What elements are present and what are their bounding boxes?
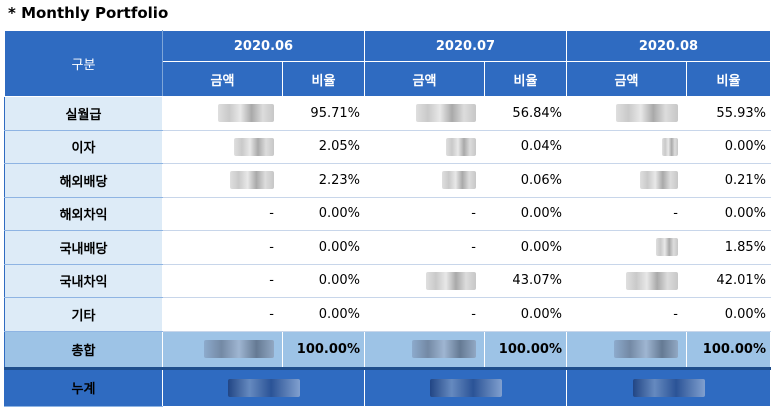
ratio-cell: 0.21% <box>686 163 771 198</box>
amount-cell: - <box>162 230 283 265</box>
total-label: 총합 <box>4 330 163 369</box>
amount-cell: - <box>364 230 485 265</box>
total-amount-cell <box>162 330 283 369</box>
blurred-amount <box>640 171 678 190</box>
blurred-amount <box>429 378 502 397</box>
amount-cell: - <box>162 196 283 231</box>
ratio-cell: 0.00% <box>282 297 365 332</box>
row-label: 실월급 <box>4 96 163 131</box>
blurred-amount <box>442 171 476 190</box>
table-row: 국내배당 - 0.00% - 0.00% 1.85% <box>4 230 771 265</box>
amount-header: 금액 <box>162 61 283 97</box>
blurred-amount <box>227 378 300 397</box>
amount-cell <box>364 163 485 198</box>
cumulative-amount-cell <box>162 366 365 407</box>
ratio-cell: 0.00% <box>282 230 365 265</box>
blurred-amount <box>614 340 678 358</box>
amount-cell: - <box>162 263 283 298</box>
ratio-cell: 0.00% <box>282 196 365 231</box>
blurred-amount <box>446 137 476 156</box>
amount-cell <box>566 129 687 164</box>
amount-header: 금액 <box>364 61 485 97</box>
blurred-amount <box>218 104 274 123</box>
blurred-amount <box>426 271 476 290</box>
cumulative-row: 누계 <box>4 366 771 407</box>
table-row: 이자 2.05% 0.04% 0.00% <box>4 129 771 164</box>
table-row: 해외배당 2.23% 0.06% 0.21% <box>4 163 771 198</box>
amount-cell: - <box>364 196 485 231</box>
month-header-1: 2020.06 <box>162 30 365 62</box>
category-header: 구분 <box>4 30 163 97</box>
portfolio-table: 구분 2020.06 2020.07 2020.08 금액 비율 금액 비율 금… <box>4 30 771 407</box>
total-amount-cell <box>364 330 485 369</box>
blurred-amount <box>616 104 678 123</box>
table-row: 실월급 95.71% 56.84% 55.93% <box>4 96 771 131</box>
total-row: 총합 100.00% 100.00% 100.00% <box>4 330 771 369</box>
ratio-cell: 55.93% <box>686 96 771 131</box>
ratio-cell: 56.84% <box>484 96 567 131</box>
amount-cell <box>566 230 687 265</box>
ratio-header: 비율 <box>282 61 365 97</box>
ratio-cell: 0.06% <box>484 163 567 198</box>
ratio-cell: 0.00% <box>484 297 567 332</box>
amount-cell: - <box>162 297 283 332</box>
amount-cell <box>566 263 687 298</box>
amount-header: 금액 <box>566 61 687 97</box>
row-label: 해외차익 <box>4 196 163 231</box>
blurred-amount <box>416 104 476 123</box>
blurred-amount <box>626 271 678 290</box>
ratio-cell: 0.00% <box>282 263 365 298</box>
ratio-cell: 0.00% <box>686 196 771 231</box>
month-header-3: 2020.08 <box>566 30 771 62</box>
blurred-amount <box>230 171 274 190</box>
blurred-amount <box>656 238 678 257</box>
cumulative-label: 누계 <box>4 366 163 407</box>
amount-cell <box>566 96 687 131</box>
blurred-amount <box>412 340 476 358</box>
ratio-cell: 0.00% <box>686 129 771 164</box>
amount-cell: - <box>566 297 687 332</box>
ratio-header: 비율 <box>686 61 771 97</box>
ratio-cell: 2.05% <box>282 129 365 164</box>
ratio-cell: 42.01% <box>686 263 771 298</box>
ratio-cell: 0.00% <box>686 297 771 332</box>
ratio-cell: 43.07% <box>484 263 567 298</box>
ratio-cell: 0.00% <box>484 196 567 231</box>
ratio-cell: 2.23% <box>282 163 365 198</box>
amount-cell <box>364 263 485 298</box>
cumulative-amount-cell <box>364 366 567 407</box>
table-row: 기타 - 0.00% - 0.00% - 0.00% <box>4 297 771 332</box>
row-label: 이자 <box>4 129 163 164</box>
amount-cell <box>162 96 283 131</box>
ratio-cell: 0.00% <box>484 230 567 265</box>
blurred-amount <box>204 340 274 358</box>
amount-cell: - <box>566 196 687 231</box>
table-row: 해외차익 - 0.00% - 0.00% - 0.00% <box>4 196 771 231</box>
blurred-amount <box>662 137 678 156</box>
blurred-amount <box>632 378 705 397</box>
ratio-header: 비율 <box>484 61 567 97</box>
amount-cell <box>566 163 687 198</box>
month-header-2: 2020.07 <box>364 30 567 62</box>
amount-cell <box>364 129 485 164</box>
blurred-amount <box>234 137 274 156</box>
total-ratio-cell: 100.00% <box>686 330 771 369</box>
row-label: 국내배당 <box>4 230 163 265</box>
cumulative-amount-cell <box>566 366 771 407</box>
row-label: 국내차익 <box>4 263 163 298</box>
total-ratio-cell: 100.00% <box>484 330 567 369</box>
amount-cell <box>162 163 283 198</box>
page-title: * Monthly Portfolio <box>8 4 169 22</box>
total-ratio-cell: 100.00% <box>282 330 365 369</box>
ratio-cell: 0.04% <box>484 129 567 164</box>
amount-cell <box>162 129 283 164</box>
table-row: 국내차익 - 0.00% 43.07% 42.01% <box>4 263 771 298</box>
total-amount-cell <box>566 330 687 369</box>
row-label: 기타 <box>4 297 163 332</box>
row-label: 해외배당 <box>4 163 163 198</box>
ratio-cell: 1.85% <box>686 230 771 265</box>
amount-cell <box>364 96 485 131</box>
amount-cell: - <box>364 297 485 332</box>
ratio-cell: 95.71% <box>282 96 365 131</box>
